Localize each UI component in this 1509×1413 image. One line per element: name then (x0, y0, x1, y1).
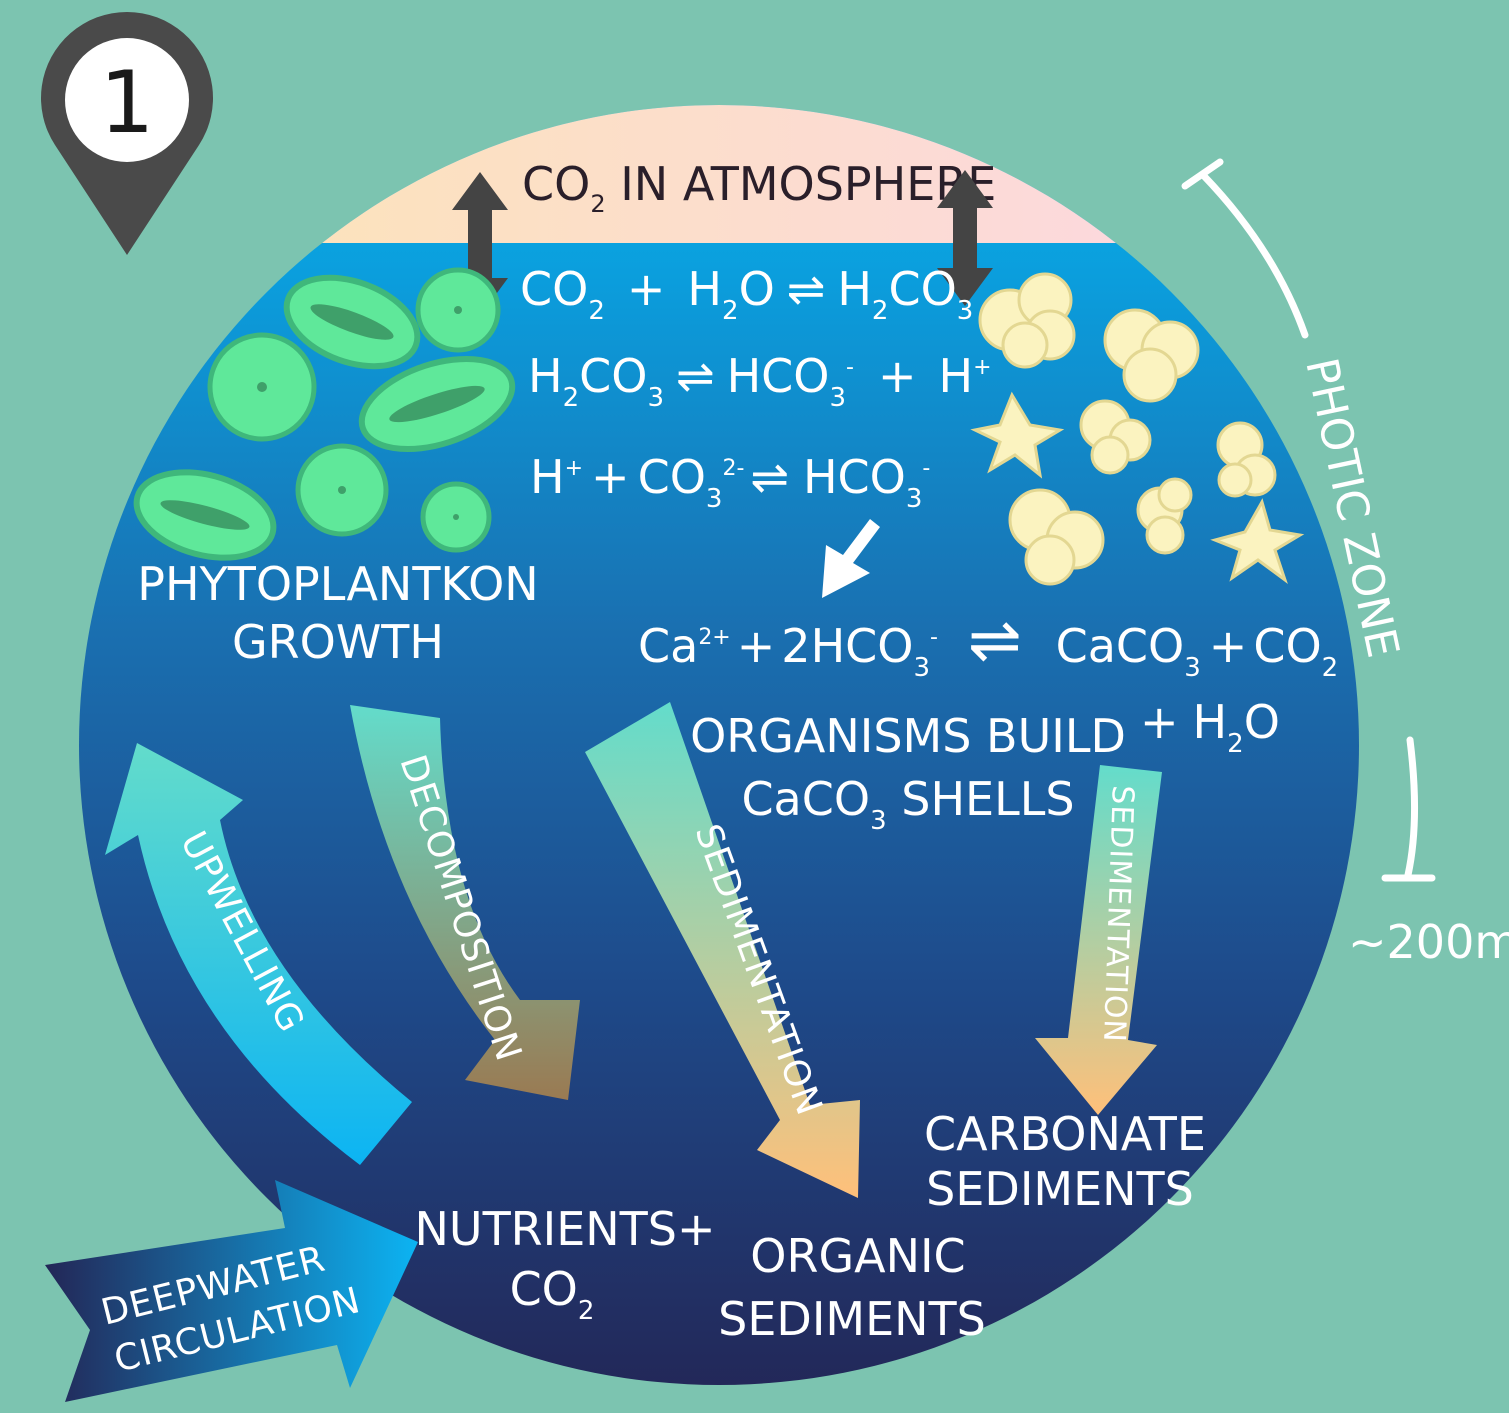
diatom-round-icon (207, 332, 317, 442)
nutrients-co2-label: CO2 (510, 1262, 595, 1326)
equation-2: H2CO3 ⇌ HCO3- + H+ (528, 349, 992, 413)
foraminifera-icon (978, 272, 1076, 369)
diatom-oval-icon (358, 355, 516, 453)
atmosphere-label: CO2 IN ATMOSPHERE (522, 157, 996, 218)
equation-4-water: + H2O (1140, 695, 1280, 759)
organic-label: ORGANIC (750, 1229, 965, 1283)
nutrients-label: NUTRIENTS+ (414, 1202, 715, 1256)
phytoplankton-label: PHYTOPLANTKON (137, 557, 538, 611)
foraminifera-icon (1136, 477, 1193, 555)
shell-organisms-group (970, 272, 1305, 586)
marker-number: 1 (100, 53, 155, 153)
caco3-shells-label: CaCO3 SHELLS (741, 772, 1074, 836)
star-shell-icon (970, 391, 1065, 479)
exchange-arrow-right-icon (937, 170, 993, 306)
foraminifera-icon (1079, 399, 1152, 475)
phytoplankton-group (133, 267, 516, 561)
foraminifera-icon (1103, 308, 1200, 403)
star-shell-icon (1210, 498, 1305, 585)
carbonate-sediments-label: SEDIMENTS (926, 1162, 1194, 1216)
equation-3: H+ + CO32- ⇌ HCO3- (530, 450, 930, 514)
diatom-oval-icon (133, 469, 277, 561)
foraminifera-icon (1216, 421, 1277, 498)
growth-label: GROWTH (232, 615, 444, 669)
equation-4: Ca2+ +2HCO3- ⇌ CaCO3 + CO2 (638, 604, 1338, 683)
photic-zone-bracket (1181, 158, 1436, 882)
organisms-build-label: ORGANISMS BUILD (690, 709, 1126, 763)
depth-label: ~200m (1348, 915, 1509, 969)
diatom-round-icon (295, 443, 389, 537)
sedimentation-arrow-carbonate: SEDIMENTATION (1035, 765, 1162, 1115)
carbonate-label: CARBONATE (924, 1107, 1206, 1161)
foraminifera-icon (1008, 488, 1105, 586)
location-marker-icon: 1 (41, 11, 214, 256)
deepwater-circulation-arrow: DEEPWATER CIRCULATION (45, 1180, 418, 1402)
equation-1: CO2 + H2O ⇌ H2CO3 (520, 262, 973, 326)
reaction-arrow-icon (822, 515, 880, 598)
diatom-oval-icon (283, 274, 421, 370)
diatom-round-icon (420, 481, 492, 553)
organic-sediments-label: SEDIMENTS (718, 1292, 986, 1346)
diatom-round-icon (415, 267, 501, 353)
